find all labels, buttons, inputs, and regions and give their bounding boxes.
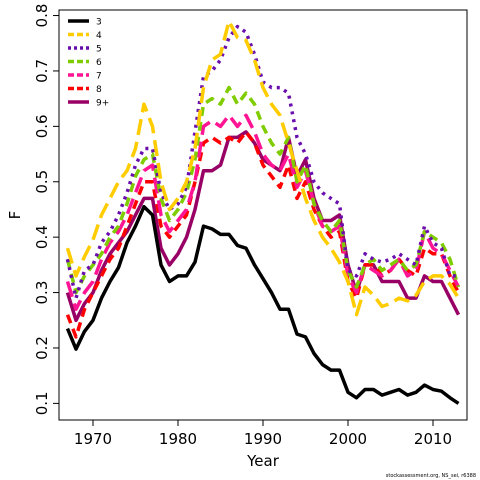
credit-text: stockassessment.org, NS_sei, r6388: [386, 473, 476, 479]
series-layer: [65, 19, 461, 405]
legend-label: 4: [96, 31, 102, 41]
axes: 1970 1980 1990 2000 2010 0.1 0.2 0.3 0.4 0.5 0.6 0.…: [33, 4, 452, 448]
series-line-4: [65, 19, 460, 317]
legend-label: 8: [96, 85, 102, 95]
series-line-3: [65, 204, 460, 405]
y-tick-label: 0.8: [33, 4, 51, 28]
y-tick-label: 0.1: [33, 391, 51, 415]
series-line-7: [65, 113, 461, 311]
y-tick-label: 0.3: [33, 281, 51, 305]
plot-frame: [58, 9, 468, 421]
y-tick-label: 0.5: [33, 170, 51, 194]
y-axis-title: F: [6, 211, 24, 220]
legend-label: 5: [96, 45, 102, 55]
series-line-9plus: [65, 130, 461, 323]
x-tick-label: 2010: [414, 430, 452, 448]
y-tick-label: 0.7: [33, 59, 51, 83]
series-line-6: [65, 85, 461, 295]
legend-label: 3: [96, 18, 102, 28]
x-tick-label: 1990: [244, 430, 282, 448]
legend-label: 7: [96, 72, 102, 82]
legend-label: 6: [96, 58, 102, 68]
x-tick-label: 2000: [329, 430, 367, 448]
x-tick-label: 1970: [74, 430, 112, 448]
x-tick-label: 1980: [159, 430, 197, 448]
y-tick-label: 0.4: [33, 225, 51, 249]
legend-label: 9+: [96, 99, 109, 109]
y-tick-label: 0.6: [33, 114, 51, 138]
x-axis-title: Year: [246, 452, 280, 470]
legend: 3 4 5 6 7 8 9+: [68, 18, 109, 109]
y-tick-label: 0.2: [33, 336, 51, 360]
